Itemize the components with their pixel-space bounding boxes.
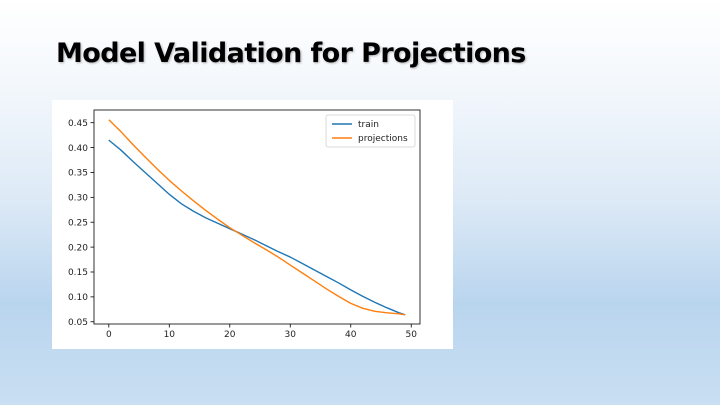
y-tick-label: 0.30 [68,194,88,204]
x-tick-label: 20 [224,330,236,340]
x-tick-label: 10 [164,330,176,340]
slide-title: Model Validation for Projections [56,38,526,69]
chart-panel: 0.05 0.10 0.15 0.20 0.25 0.30 0.35 0.40 0.45 0 10 2… [52,100,453,349]
legend-label-projections: projections [358,134,408,144]
y-tick-label: 0.10 [68,293,88,303]
legend-label-train: train [358,120,379,130]
y-tick-label: 0.40 [68,144,88,154]
x-tick-label: 50 [406,330,418,340]
legend-box [325,114,416,148]
series-line-projections [108,119,406,316]
y-tick-label: 0.05 [68,318,88,328]
x-tick-label: 0 [106,330,112,340]
x-tick-label: 40 [345,330,357,340]
y-tick-label: 0.20 [68,243,88,253]
y-tick-label: 0.15 [68,268,88,278]
x-tick-label: 30 [285,330,297,340]
y-tick-label: 0.35 [68,169,88,179]
series-line-train [108,139,406,316]
y-tick-label: 0.25 [68,218,88,228]
plot-frame [93,109,421,325]
line-chart: 0.05 0.10 0.15 0.20 0.25 0.30 0.35 0.40 0.45 0 10 2… [68,109,421,340]
y-tick-label: 0.45 [68,119,88,129]
